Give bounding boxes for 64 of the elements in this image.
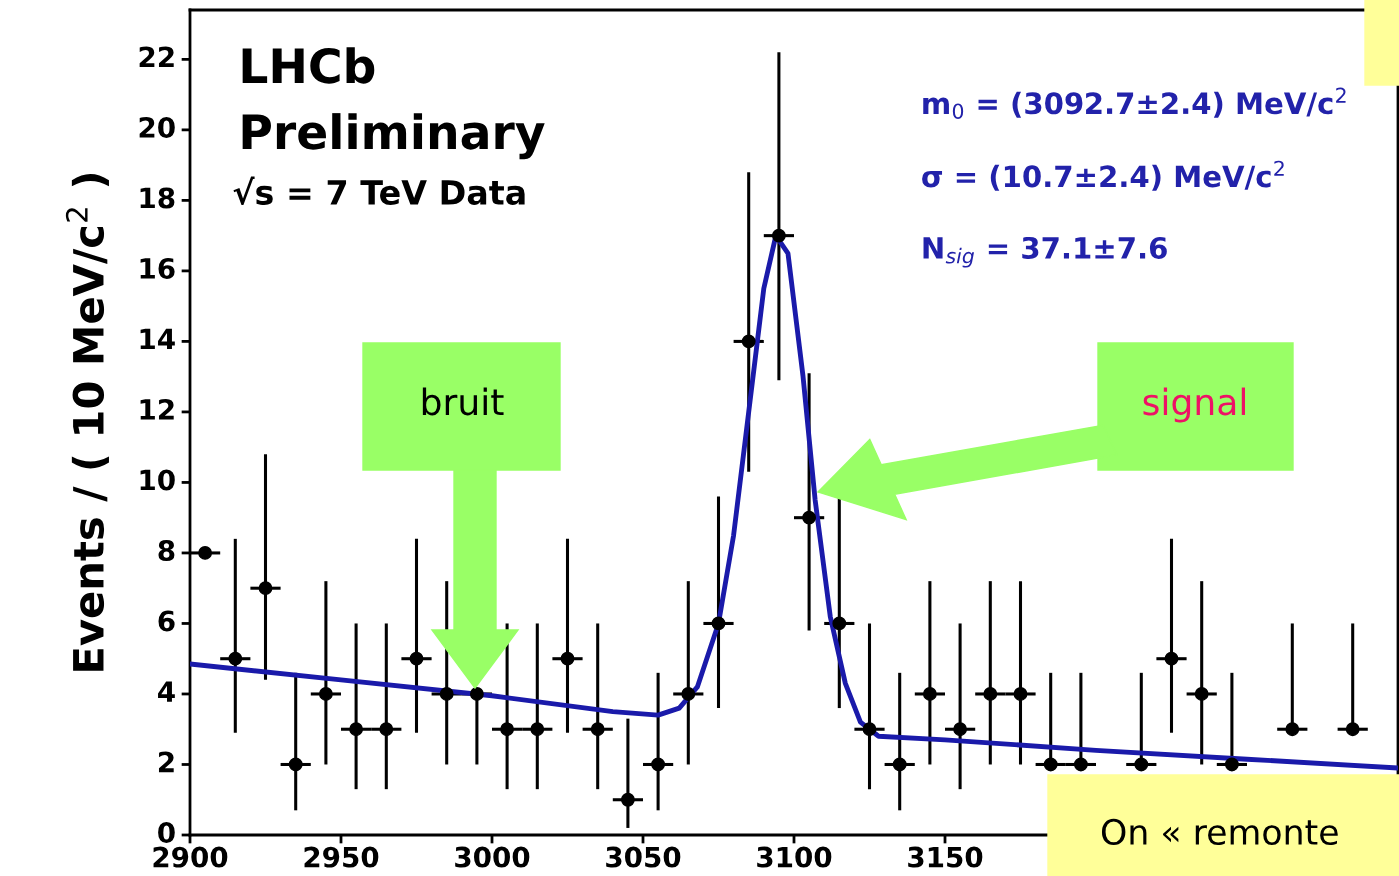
point [862, 722, 877, 737]
point [288, 757, 303, 772]
point [741, 334, 756, 349]
point [922, 687, 937, 701]
point [711, 616, 726, 631]
point [198, 546, 213, 560]
y-axis-title: Events / ( 10 MeV/c$^{2}$ ) [65, 174, 109, 671]
annotation: √s = 7 TeV Data [233, 176, 525, 206]
point [590, 722, 605, 737]
point [681, 687, 696, 701]
point [500, 722, 515, 737]
point [439, 687, 454, 701]
point [560, 651, 575, 666]
point [651, 757, 666, 772]
y-tick-label: 18 [140, 187, 175, 209]
annotation: signal [1143, 387, 1246, 423]
point [258, 581, 273, 596]
y-tick-label: 20 [139, 116, 175, 138]
point [1194, 687, 1209, 701]
point [892, 757, 907, 772]
point [228, 651, 243, 666]
point [1285, 722, 1300, 737]
y-tick-label: 4 [158, 681, 175, 702]
annotation: N$_{sig}$ = 37.1±7.6 [923, 236, 1167, 268]
y-tick-label: 12 [140, 398, 174, 420]
y-tick-label: 22 [139, 46, 174, 68]
annotation: σ = (10.7±2.4) MeV/c$^{2}$ [922, 160, 1284, 191]
point [349, 722, 364, 737]
x-tick-label: 2950 [304, 846, 379, 868]
point [832, 616, 847, 631]
annotation: bruit [422, 387, 504, 416]
point [620, 792, 635, 807]
point [530, 722, 545, 737]
y-tick-label: 10 [140, 469, 175, 491]
point [379, 722, 394, 737]
x-tick-label: 2900 [153, 846, 228, 868]
point [1043, 757, 1058, 772]
point [1013, 687, 1028, 701]
y-tick-label: 14 [140, 328, 175, 350]
point [1134, 757, 1149, 772]
point [802, 510, 817, 525]
annotation: On « remonte [1101, 818, 1338, 846]
point [409, 651, 424, 666]
y-tick-label: 16 [140, 257, 175, 279]
y-tick-label: 0 [158, 822, 175, 844]
x-tick-label: 3100 [757, 846, 832, 868]
annotation: m$_{0}$ = (3092.7±2.4) MeV/c$^{2}$ [923, 87, 1346, 119]
annotation: LHCb [242, 47, 375, 84]
point [1073, 757, 1088, 772]
point [1224, 757, 1239, 772]
y-tick-label: 8 [158, 540, 175, 562]
annotation: Preliminary [242, 113, 545, 160]
x-tick-label: 3050 [606, 846, 681, 868]
point [1345, 722, 1360, 737]
y-tick-label: 6 [158, 610, 175, 632]
point [469, 687, 484, 701]
x-tick-label: 3000 [455, 846, 530, 868]
point [318, 687, 333, 701]
point [953, 722, 968, 737]
point [1164, 651, 1179, 666]
x-tick-label: 3150 [908, 846, 983, 868]
y-tick-label: 2 [158, 751, 174, 773]
point [983, 687, 998, 701]
point [771, 228, 786, 243]
